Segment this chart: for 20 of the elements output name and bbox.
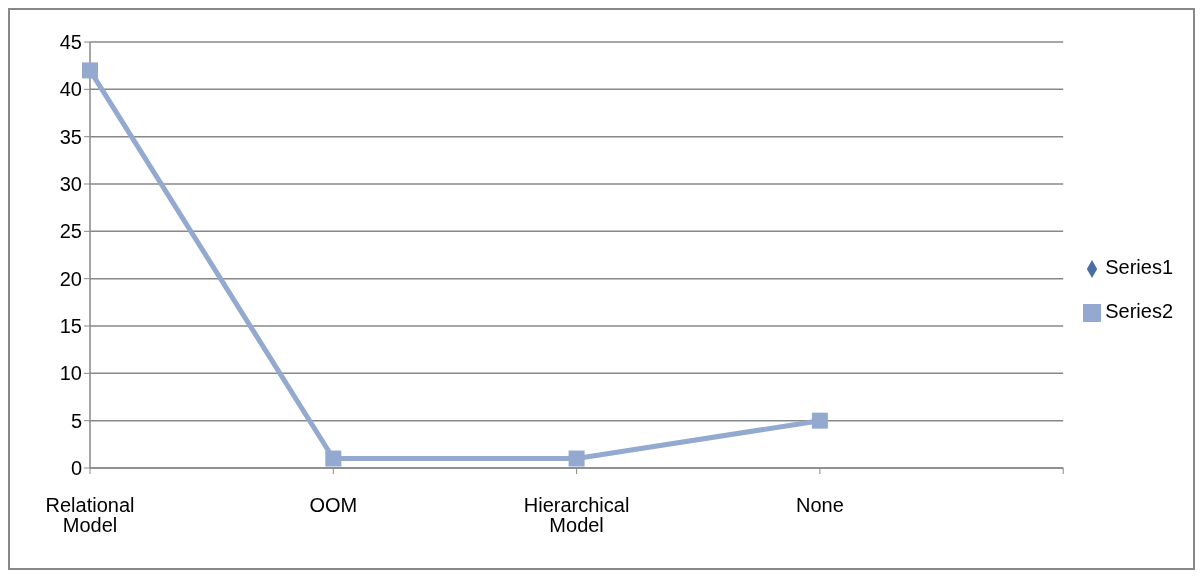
point (568, 450, 585, 467)
y-tick-label: 10 (59, 362, 82, 385)
point (325, 450, 342, 467)
y-tick-label: 15 (59, 315, 82, 338)
y-tick-label: 0 (70, 457, 82, 480)
y-tick-label: 5 (70, 409, 82, 432)
point (811, 412, 828, 429)
point (82, 62, 98, 79)
y-tick-label: 45 (59, 31, 82, 54)
y-tick-label: 35 (59, 125, 82, 148)
x-tick-label: None (795, 494, 844, 517)
x-tick-label: Hierarchical Model (523, 494, 630, 537)
x-tick-label: OOM (309, 494, 358, 517)
legend-label: Series2 (1105, 300, 1173, 322)
x-tick-label: Relational Model (45, 494, 135, 537)
y-tick-label: 40 (59, 78, 82, 101)
legend-label: Series1 (1105, 256, 1173, 278)
y-tick-label: 30 (59, 173, 82, 196)
y-tick-label: 25 (59, 220, 82, 243)
y-tick-label: 20 (59, 267, 82, 290)
